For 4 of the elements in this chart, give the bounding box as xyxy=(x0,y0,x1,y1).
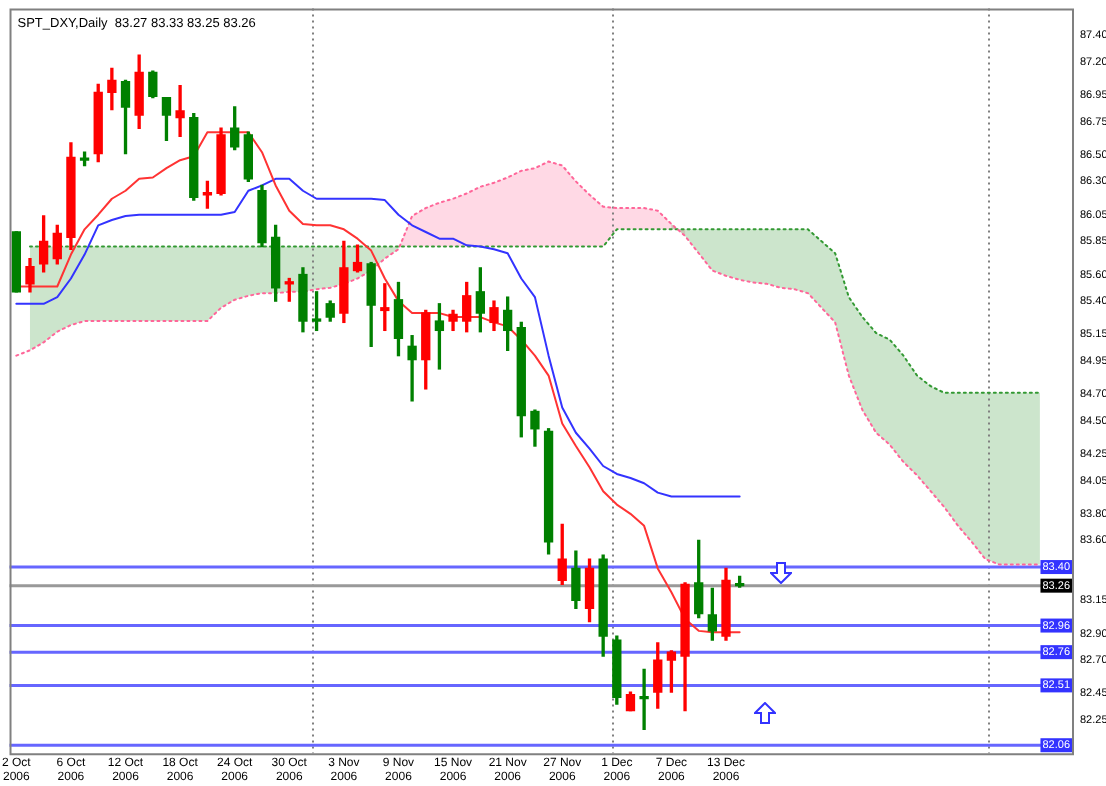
candlestick xyxy=(175,85,185,137)
candlestick xyxy=(407,335,417,402)
line-series xyxy=(28,228,1041,394)
candlestick xyxy=(639,668,649,730)
